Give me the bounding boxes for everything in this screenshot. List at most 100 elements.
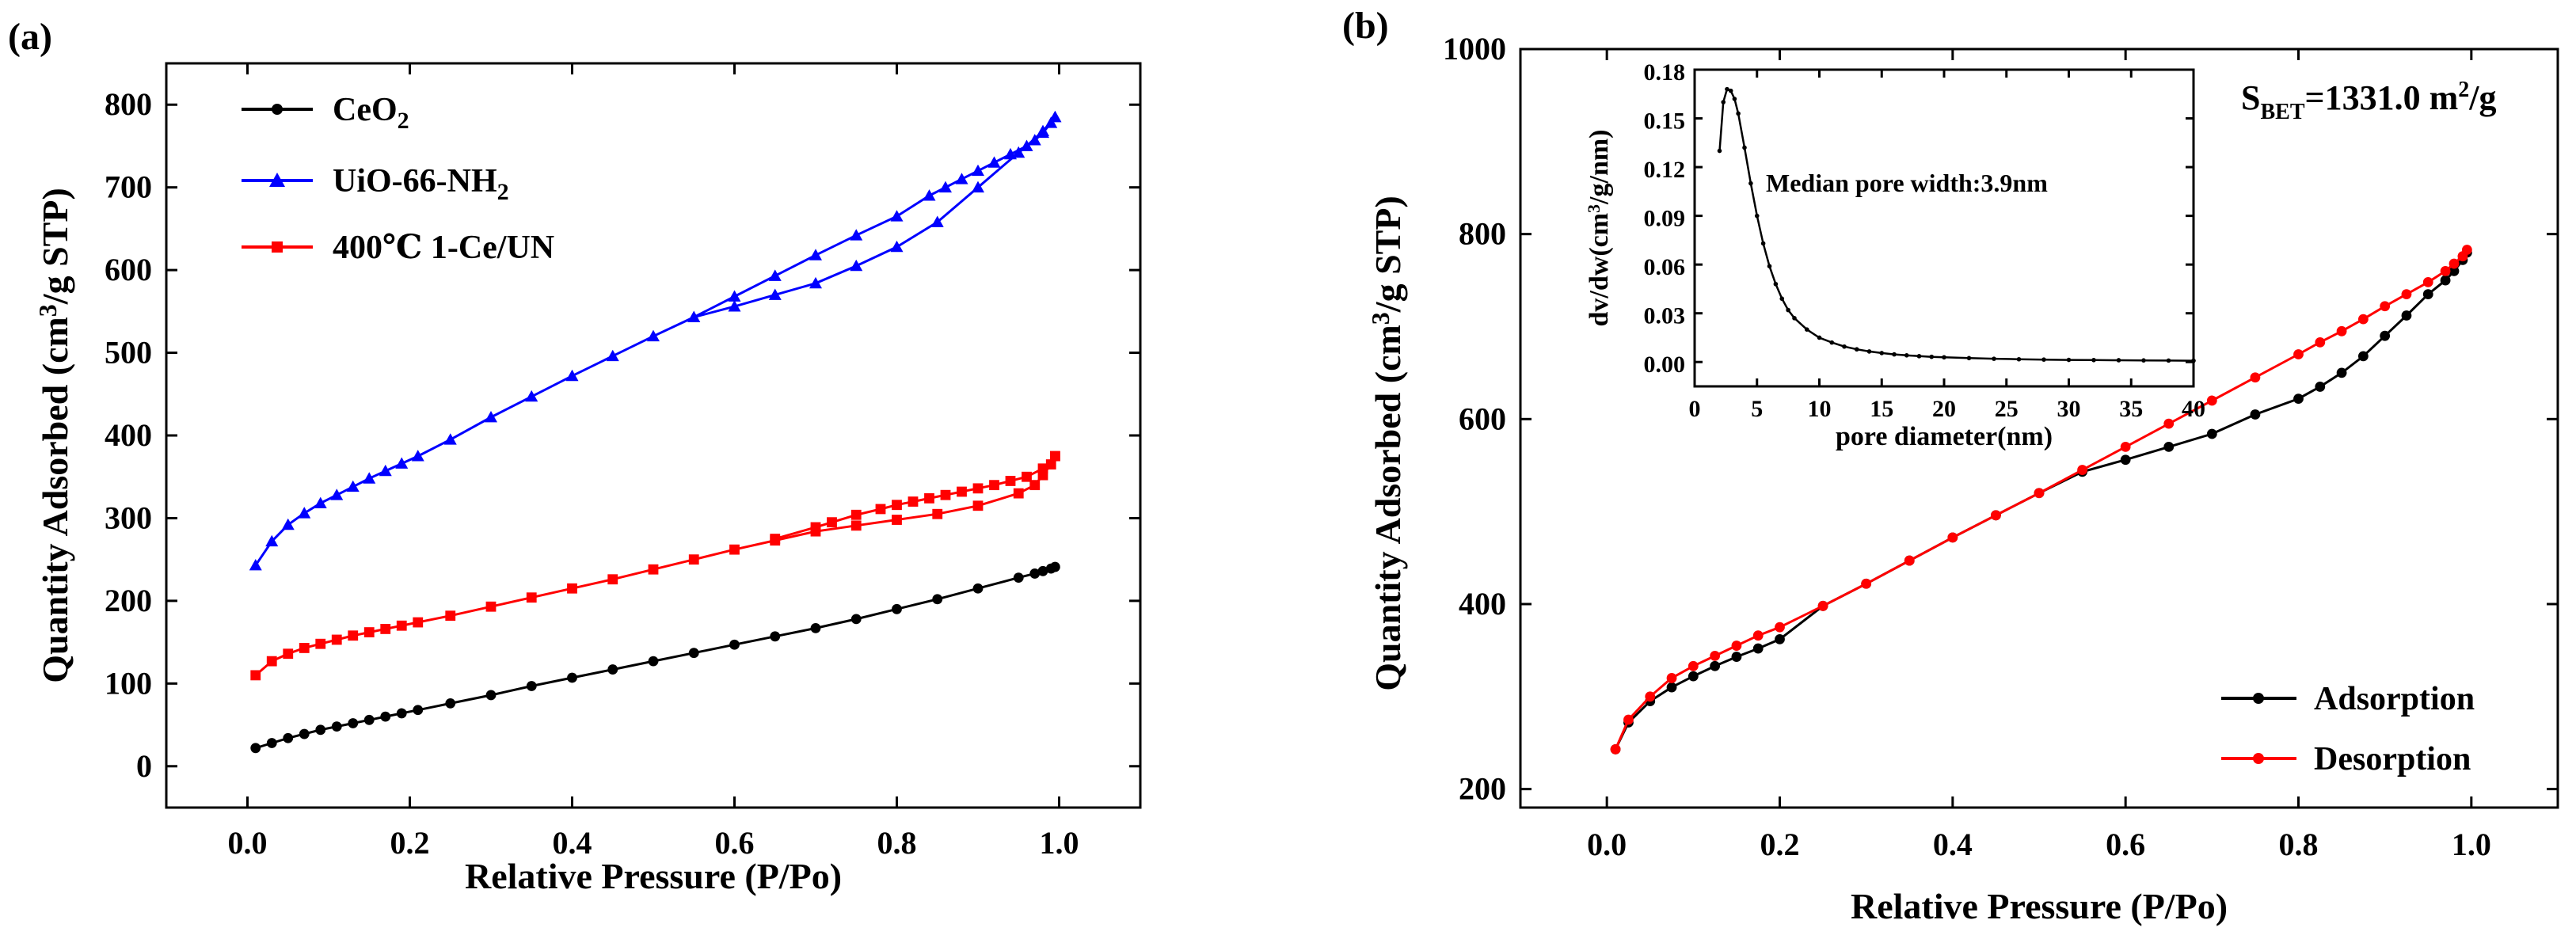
series-b-desorption-point (2120, 441, 2131, 452)
series-b-desorption-point (2250, 372, 2261, 383)
inset-series-psd-point (2016, 356, 2022, 362)
series-a-ceo2-point (850, 614, 862, 625)
series-a-ceun-point (1029, 480, 1041, 491)
inset-xtick-label: 20 (1932, 396, 1956, 422)
series-b-desorption-point (2457, 251, 2468, 262)
legend-a-marker-uio (269, 173, 285, 187)
inset-series-psd-point (1773, 281, 1779, 287)
inset-series-psd-point (1904, 353, 1909, 358)
chart-a-ytick-label: 800 (105, 86, 152, 122)
series-b-adsorption-point (1688, 671, 1699, 682)
series-a-ceun-point (250, 670, 261, 681)
series-a-uio-desorption-line (693, 116, 1056, 318)
series-a-ceo2-point (331, 721, 342, 732)
chart-b-legend: Adsorption Desorption (2221, 681, 2475, 777)
series-a-ceun-point (526, 592, 537, 603)
chart-a-ytick-label: 100 (105, 665, 152, 701)
series-a-ceo2-point (1049, 561, 1060, 572)
series-a-ceo2-point (299, 728, 310, 739)
inset-series-psd-point (1804, 327, 1809, 333)
series-b-desorption-point (2422, 277, 2433, 287)
series-a-ceun-point (266, 656, 277, 667)
chart-b-series (1610, 245, 2472, 755)
series-a-ceo2-point (250, 743, 261, 754)
inset-series-psd-point (2091, 357, 2096, 363)
chart-b-ytick-label: 400 (1459, 586, 1506, 622)
series-b-desorption-point (2315, 336, 2326, 348)
series-a-ceo2-point (380, 711, 391, 722)
chart-a-series (249, 110, 1062, 754)
chart-a-ylabel: Quantity Adsorbed (cm3/g STP) (33, 188, 75, 683)
inset-annotation: Median pore width:3.9nm (1766, 169, 2048, 197)
series-a-uio-desorption-point (728, 290, 741, 302)
series-b-adsorption-point (2449, 265, 2460, 276)
series-a-uio-point (809, 276, 822, 289)
series-b-desorption-point (1645, 691, 1656, 702)
inset-xtick-label: 30 (2057, 396, 2081, 422)
series-b-desorption-point (1752, 630, 1764, 641)
legend-b-marker-desorption (2253, 753, 2264, 764)
series-a-ceo2-point (348, 718, 359, 728)
series-a-ceo2-point (810, 622, 821, 633)
inset-series-psd-point (1817, 335, 1822, 340)
chart-a-ytick-label: 200 (105, 583, 152, 618)
chart-b-ytick-label: 1000 (1443, 31, 1506, 67)
series-a-uio-point (395, 457, 409, 469)
series-a-ceo2-point (770, 631, 781, 642)
chart-a-ytick-label: 500 (105, 335, 152, 371)
inset-series-psd-point (1717, 148, 1722, 154)
series-a-uio-point (606, 349, 619, 362)
chart-a-ytick-label: 0 (136, 748, 152, 784)
inset-ytick-label: 0.03 (1644, 303, 1686, 329)
series-b-desorption-point (1610, 743, 1621, 755)
series-a-ceun-desorption-point (907, 496, 919, 507)
inset-ytick-label: 0.00 (1644, 352, 1686, 378)
inset-chart: 0 5 10 15 20 25 30 35 40 0.00 0.03 0.06 0.09 0.12 0.15… (1584, 59, 2205, 451)
series-b-desorption-point (1904, 555, 1915, 566)
series-b-adsorption-point (1775, 633, 1785, 644)
series-a-ceo2-point (526, 681, 537, 691)
series-b-desorption-point (2293, 349, 2304, 359)
series-a-ceo2-point (363, 714, 375, 725)
series-a-ceun-desorption-line (774, 455, 1056, 541)
inset-series-psd-point (1966, 355, 1972, 361)
inset-xtick-label: 0 (1689, 396, 1701, 422)
panel-b-label: (b) (1342, 5, 1389, 47)
inset-ytick-label: 0.09 (1644, 206, 1686, 232)
series-a-ceo2-point (1037, 565, 1048, 576)
series-b-adsorption-point (2315, 382, 2326, 392)
series-a-ceun-point (607, 574, 618, 585)
chart-a-ytick-label: 700 (105, 169, 152, 205)
series-a-uio-point (363, 472, 376, 484)
series-b-desorption-point (1710, 651, 1721, 661)
series-a-uio-point (298, 507, 311, 519)
chart-b-ytick-label: 800 (1459, 216, 1506, 252)
inset-ylabel: dv/dw(cm3/g/nm) (1584, 129, 1614, 326)
series-a-ceun-desorption-point (1022, 471, 1032, 482)
inset-series-psd-point (1748, 181, 1753, 186)
series-b-desorption-point (2449, 258, 2460, 269)
series-b-desorption-point (1623, 714, 1634, 725)
series-a-ceun-point (688, 554, 699, 565)
legend-a-marker-ceo2 (272, 104, 283, 115)
series-a-ceun-desorption-point (850, 509, 862, 520)
series-b-adsorption-point (2440, 275, 2451, 286)
series-b-desorption-point (1688, 660, 1699, 671)
series-a-ceun-point (331, 634, 342, 645)
series-a-ceo2-point (892, 603, 902, 614)
series-b-desorption-point (2336, 325, 2347, 336)
inset-series-psd-point (2141, 358, 2146, 363)
legend-b-label-adsorption: Adsorption (2314, 681, 2475, 717)
inset-series-psd-point (1866, 349, 1872, 354)
series-a-uio-point (1012, 146, 1025, 158)
series-a-ceo2-point (567, 672, 577, 683)
series-a-ceo2-point (932, 594, 943, 605)
series-b-desorption-point (2357, 314, 2369, 325)
chart-b-xlabel: Relative Pressure (P/Po) (1851, 886, 2228, 926)
series-a-ceo2-point (607, 664, 618, 675)
series-a-uio-desorption-point (923, 189, 936, 201)
chart-a-xlabel: Relative Pressure (P/Po) (465, 856, 842, 896)
series-a-ceo2-point (413, 705, 424, 716)
series-a-uio-desorption-point (1004, 147, 1017, 160)
series-a-ceun-point (850, 520, 862, 531)
